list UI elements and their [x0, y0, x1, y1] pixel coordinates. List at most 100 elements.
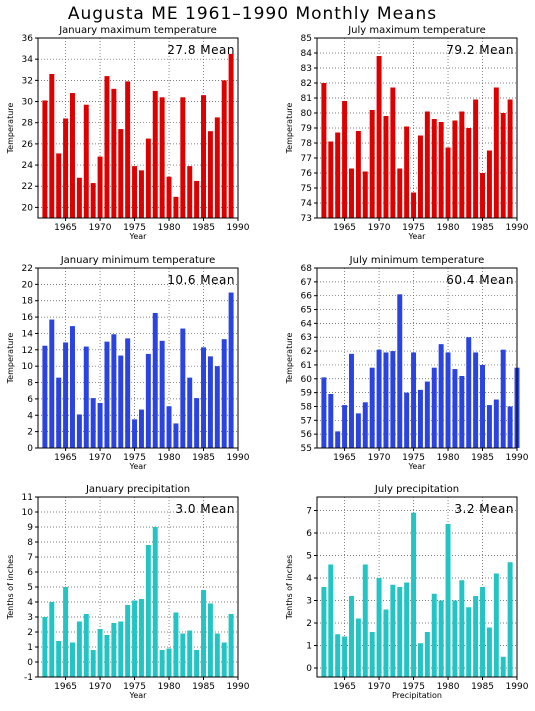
bar-1986: [486, 150, 492, 218]
bar-1965: [63, 587, 69, 677]
bar-1979: [159, 650, 165, 677]
bar-1976: [138, 409, 144, 448]
y-tick-label: 10: [22, 508, 34, 518]
y-tick-label: 1: [27, 643, 33, 653]
x-axis-label: Precipitation: [392, 691, 442, 700]
bar-1986: [486, 405, 492, 448]
mean-annotation: 10.6 Mean: [167, 273, 235, 287]
bar-1974: [125, 605, 131, 677]
bar-1983: [466, 128, 472, 218]
bar-1987: [214, 117, 220, 218]
bar-1986: [207, 356, 213, 448]
bar-1978: [431, 119, 437, 218]
bar-1971: [104, 76, 110, 219]
bar-1977: [424, 111, 430, 218]
bar-1969: [369, 110, 375, 218]
bar-1978: [431, 593, 437, 677]
y-tick-label: 8: [27, 379, 33, 389]
plot-frame: [316, 267, 518, 449]
bar-1965: [342, 636, 348, 677]
y-tick-label: 26: [22, 140, 34, 150]
y-tick-label: 79: [301, 124, 313, 134]
y-tick-label: 12: [22, 346, 33, 356]
bar-1987: [493, 573, 499, 677]
x-tick-label: 1965: [54, 682, 77, 692]
y-tick-label: 1: [306, 642, 312, 652]
plot-frame: [316, 496, 518, 678]
mean-annotation: 27.8 Mean: [167, 43, 235, 57]
y-tick-label: -1: [24, 673, 33, 683]
x-tick-label: 1965: [54, 453, 77, 463]
y-tick-label: 74: [301, 199, 313, 209]
bar-1986: [486, 627, 492, 677]
bar-1976: [138, 599, 144, 677]
y-tick-label: 80: [301, 109, 313, 119]
mean-annotation: 3.0 Mean: [175, 502, 235, 516]
bar-1974: [404, 392, 410, 448]
y-tick-label: 24: [22, 161, 34, 171]
bar-1964: [335, 132, 341, 218]
bar-1983: [187, 166, 193, 218]
y-tick-label: 68: [301, 264, 313, 274]
x-tick-label: 1985: [192, 453, 215, 463]
x-tick-label: 1965: [333, 453, 356, 463]
y-tick-label: 4: [306, 574, 312, 584]
bar-1976: [417, 389, 423, 448]
bar-1974: [404, 582, 410, 677]
y-tick-label: 11: [22, 493, 33, 503]
x-tick-label: 1985: [192, 223, 215, 233]
bar-1987: [214, 633, 220, 677]
bar-1980: [445, 147, 451, 218]
x-axis-label: Year: [129, 232, 148, 241]
x-tick-label: 1975: [123, 223, 146, 233]
bar-1984: [473, 596, 479, 677]
chart-panel-5: -1 0 1 2 3 4 5 6 7 8 9 10 11 1965 1970 1975 1980 1985 1990…: [6, 484, 250, 700]
bar-1977: [424, 632, 430, 677]
y-tick-label: 4: [27, 411, 33, 421]
panel-title: July minimum temperature: [349, 255, 485, 266]
bar-1985: [480, 364, 485, 448]
x-tick-label: 1985: [471, 453, 494, 463]
bar-1988: [500, 349, 506, 448]
x-tick-label: 1970: [368, 682, 391, 692]
bar-1988: [221, 642, 227, 677]
bar-1971: [383, 352, 389, 448]
bar-1963: [328, 564, 334, 677]
x-tick-label: 1975: [123, 453, 146, 463]
panel-title: January minimum temperature: [60, 255, 216, 266]
bar-1974: [125, 81, 131, 218]
y-tick-label: 2: [27, 628, 33, 638]
y-tick-label: 77: [301, 154, 312, 164]
bar-1986: [207, 603, 213, 677]
y-tick-label: 9: [27, 523, 33, 533]
y-tick-label: 3: [27, 613, 33, 623]
bar-1968: [83, 346, 89, 448]
x-tick-label: 1970: [89, 223, 112, 233]
bar-1976: [417, 643, 423, 677]
bar-1963: [328, 394, 334, 448]
bar-1978: [431, 367, 437, 448]
bar-1989: [228, 53, 234, 218]
bar-1973: [118, 129, 124, 218]
y-tick-label: 0: [27, 444, 33, 454]
x-tick-label: 1990: [227, 223, 250, 233]
x-tick-label: 1980: [158, 453, 181, 463]
y-tick-label: 10: [22, 362, 34, 372]
bar-1967: [76, 414, 82, 448]
bar-1972: [111, 88, 117, 218]
x-tick-label: 1985: [471, 682, 494, 692]
bar-1973: [397, 294, 403, 448]
bar-1976: [138, 170, 144, 218]
bar-1962: [42, 100, 48, 218]
y-axis-label: Tenths of inches: [6, 555, 15, 621]
bar-1970: [376, 56, 382, 218]
y-tick-label: 22: [22, 264, 33, 274]
bar-1983: [187, 630, 193, 677]
bar-1978: [152, 90, 158, 218]
bar-1975: [132, 166, 138, 218]
bar-1984: [194, 180, 200, 218]
bar-1963: [49, 602, 55, 677]
bar-1988: [221, 80, 227, 218]
x-tick-label: 1965: [333, 682, 356, 692]
y-tick-label: 81: [301, 94, 312, 104]
